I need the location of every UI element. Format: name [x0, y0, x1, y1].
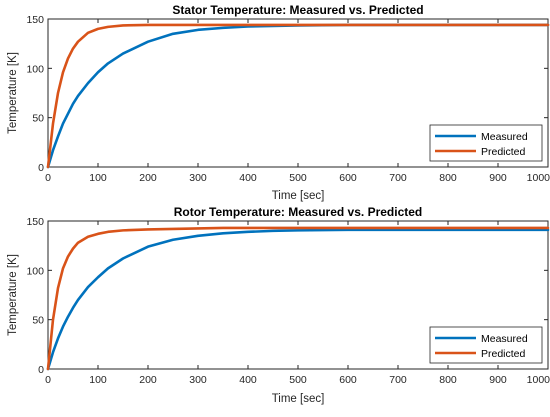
series-line-predicted [46, 23, 550, 169]
x-tick-label: 500 [289, 374, 307, 386]
x-tick-label: 600 [339, 374, 357, 386]
y-tick-label: 0 [38, 162, 44, 174]
y-tick-label: 150 [26, 216, 44, 228]
x-tick-label: 200 [139, 172, 157, 184]
x-tick-label: 1000 [527, 374, 550, 386]
x-axis-label: Time [sec] [272, 190, 325, 202]
legend-label: Predicted [481, 146, 526, 158]
x-tick-label: 900 [489, 172, 507, 184]
subplot-2: Rotor Temperature: Measured vs. Predicte… [7, 205, 550, 405]
x-tick-label: 200 [139, 374, 157, 386]
y-tick-label: 50 [32, 113, 44, 125]
chart-title: Rotor Temperature: Measured vs. Predicte… [174, 205, 423, 219]
y-tick-label: 150 [26, 14, 44, 26]
y-tick-label: 100 [26, 63, 44, 75]
x-tick-label: 700 [389, 374, 407, 386]
y-tick-label: 100 [26, 265, 44, 277]
y-axis-label: Temperature [K] [7, 52, 19, 134]
x-tick-label: 400 [239, 374, 257, 386]
legend-label: Measured [481, 131, 528, 143]
legend-label: Predicted [481, 348, 526, 360]
x-tick-label: 900 [489, 374, 507, 386]
legend: Measured Predicted [429, 326, 543, 364]
legend-box [429, 326, 543, 364]
y-axis-label: Temperature [K] [7, 254, 19, 336]
x-tick-label: 100 [89, 172, 107, 184]
x-tick-label: 0 [45, 172, 51, 184]
x-tick-label: 800 [439, 172, 457, 184]
y-tick-label: 50 [32, 315, 44, 327]
chart-title: Stator Temperature: Measured vs. Predict… [172, 3, 423, 17]
x-tick-label: 500 [289, 172, 307, 184]
x-tick-label: 0 [45, 374, 51, 386]
legend: Measured Predicted [429, 124, 543, 162]
x-tick-label: 100 [89, 374, 107, 386]
x-tick-label: 700 [389, 172, 407, 184]
legend-label: Measured [481, 333, 528, 345]
x-tick-label: 400 [239, 172, 257, 184]
x-axis-label: Time [sec] [272, 393, 325, 405]
legend-box [429, 124, 543, 162]
x-tick-label: 800 [439, 374, 457, 386]
x-tick-label: 1000 [527, 172, 550, 184]
series-line-measured [46, 228, 550, 371]
y-tick-label: 0 [38, 364, 44, 376]
x-tick-label: 300 [189, 172, 207, 184]
subplot-1: Stator Temperature: Measured vs. Predict… [7, 3, 550, 202]
series-line-predicted [46, 226, 550, 371]
x-tick-label: 300 [189, 374, 207, 386]
x-tick-label: 600 [339, 172, 357, 184]
